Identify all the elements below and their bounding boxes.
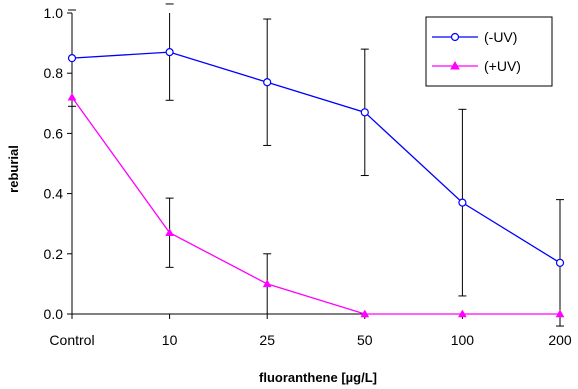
data-point	[360, 309, 370, 318]
data-point	[555, 258, 565, 267]
data-point	[360, 108, 369, 117]
legend-label: (+UV)	[484, 58, 521, 74]
y-tick-label: 0.8	[44, 65, 64, 81]
y-axis-title: reburial	[6, 145, 21, 193]
data-point	[555, 309, 565, 318]
x-tick-label: 200	[548, 332, 572, 348]
data-point	[457, 309, 467, 318]
legend-box	[425, 16, 553, 87]
y-tick-label: 0.2	[44, 246, 64, 262]
x-axis-title: fluoranthene [µg/L]	[259, 370, 377, 385]
series-line	[71, 51, 561, 264]
data-point	[165, 48, 174, 57]
legend-label: (-UV)	[484, 29, 517, 45]
x-tick-label: 50	[357, 332, 373, 348]
x-tick-label: 10	[162, 332, 178, 348]
data-point	[458, 198, 467, 207]
data-point	[67, 54, 77, 63]
y-tick-label: 0.6	[44, 125, 64, 141]
legend-marker	[450, 32, 460, 42]
y-tick-label: 0.0	[44, 306, 64, 322]
data-point	[263, 78, 272, 87]
y-tick-label: 1.0	[44, 5, 64, 21]
x-tick-label: 25	[259, 332, 275, 348]
data-point	[262, 279, 272, 288]
legend-marker	[450, 60, 460, 70]
x-tick-label: 100	[451, 332, 475, 348]
data-point	[165, 228, 175, 236]
y-tick-label: 0.4	[44, 186, 64, 202]
x-tick-label: Control	[49, 332, 94, 348]
series-line	[71, 96, 560, 315]
data-point	[67, 92, 77, 101]
